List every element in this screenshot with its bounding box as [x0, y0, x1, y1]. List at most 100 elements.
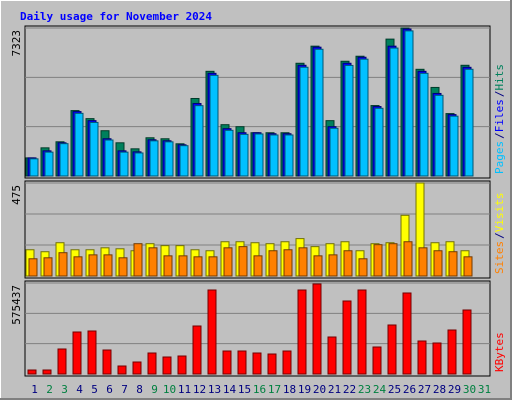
- x-tick-label: 23: [358, 383, 371, 396]
- legend-label: KBytes: [493, 332, 506, 372]
- legend: Sites /Visits: [493, 193, 506, 275]
- bar: [432, 342, 442, 375]
- bar: [224, 129, 234, 177]
- x-tick-label: 7: [121, 383, 128, 396]
- legend-separator: /: [493, 132, 506, 139]
- y-tick-label: 7323: [10, 30, 23, 57]
- bar: [433, 250, 443, 277]
- x-tick-label: 9: [151, 383, 158, 396]
- x-tick-label: 12: [193, 383, 206, 396]
- bar: [327, 336, 337, 375]
- bar: [58, 252, 68, 277]
- bar: [193, 256, 203, 277]
- bar: [313, 255, 323, 277]
- x-tick-label: 10: [163, 383, 176, 396]
- bar: [419, 72, 429, 177]
- bar: [252, 352, 262, 375]
- legend: Pages/Files/Hits: [493, 64, 506, 174]
- bar: [418, 247, 428, 277]
- bar: [312, 283, 322, 375]
- bar: [372, 346, 382, 375]
- x-tick-label: 27: [418, 383, 431, 396]
- bar: [314, 48, 324, 177]
- chart-title: Daily usage for November 2024: [20, 10, 212, 23]
- legend-label: Sites: [493, 241, 506, 274]
- bar: [133, 243, 143, 277]
- legend: KBytes: [493, 332, 506, 372]
- bar: [343, 250, 353, 277]
- bar: [132, 361, 142, 375]
- bar: [464, 68, 474, 177]
- bar: [417, 340, 427, 375]
- bar: [402, 292, 412, 375]
- x-tick-label: 1: [31, 383, 38, 396]
- legend-label: Pages: [493, 141, 506, 174]
- bar: [434, 94, 444, 177]
- bar: [297, 289, 307, 375]
- bar: [102, 349, 112, 375]
- bar: [389, 47, 399, 177]
- bar: [59, 143, 69, 177]
- x-tick-label: 21: [328, 383, 341, 396]
- bar: [329, 127, 339, 177]
- x-tick-label: 19: [298, 383, 311, 396]
- bar: [404, 30, 414, 177]
- bar: [194, 105, 204, 177]
- bar: [403, 241, 413, 277]
- x-tick-label: 16: [253, 383, 266, 396]
- bar: [74, 112, 84, 177]
- x-tick-label: 3: [61, 383, 68, 396]
- legend-label: Files: [493, 99, 506, 132]
- x-tick-label: 11: [178, 383, 191, 396]
- x-tick-label: 15: [238, 383, 251, 396]
- bar: [42, 369, 52, 375]
- bar: [237, 350, 247, 375]
- bar: [179, 145, 189, 177]
- x-tick-label: 25: [388, 383, 401, 396]
- bar: [164, 141, 174, 177]
- bar: [43, 257, 53, 277]
- bar: [147, 352, 157, 375]
- x-tick-label: 22: [343, 383, 356, 396]
- bar: [28, 258, 38, 277]
- x-tick-label: 13: [208, 383, 221, 396]
- bar: [447, 329, 457, 375]
- x-tick-label: 30: [463, 383, 476, 396]
- bar: [208, 256, 218, 277]
- bar: [357, 289, 367, 375]
- x-tick-label: 17: [268, 383, 281, 396]
- x-tick-label: 6: [106, 383, 113, 396]
- bar: [177, 355, 187, 375]
- bar: [238, 246, 248, 277]
- y-tick-label: 575437: [10, 285, 23, 325]
- bar: [192, 325, 202, 375]
- bar: [387, 324, 397, 375]
- bar: [448, 251, 458, 277]
- bar: [268, 250, 278, 277]
- bar: [87, 330, 97, 375]
- bar: [134, 152, 144, 177]
- bar: [269, 134, 279, 177]
- bar: [282, 350, 292, 375]
- bar: [103, 254, 113, 277]
- bar: [462, 309, 472, 375]
- y-tick-label: 475: [10, 185, 23, 205]
- bar: [359, 58, 369, 177]
- x-tick-label: 29: [448, 383, 461, 396]
- legend-label: Hits: [493, 64, 506, 91]
- bar: [267, 353, 277, 375]
- bar: [298, 247, 308, 277]
- bar: [373, 244, 383, 277]
- bar: [283, 249, 293, 277]
- bar: [209, 74, 219, 177]
- bar: [207, 289, 217, 375]
- bar: [328, 254, 338, 277]
- legend-separator: /: [493, 91, 506, 98]
- x-tick-label: 8: [136, 383, 143, 396]
- bar: [73, 256, 83, 277]
- x-tick-label: 18: [283, 383, 296, 396]
- bar: [148, 247, 158, 277]
- bar: [89, 121, 99, 177]
- x-tick-label: 5: [91, 383, 98, 396]
